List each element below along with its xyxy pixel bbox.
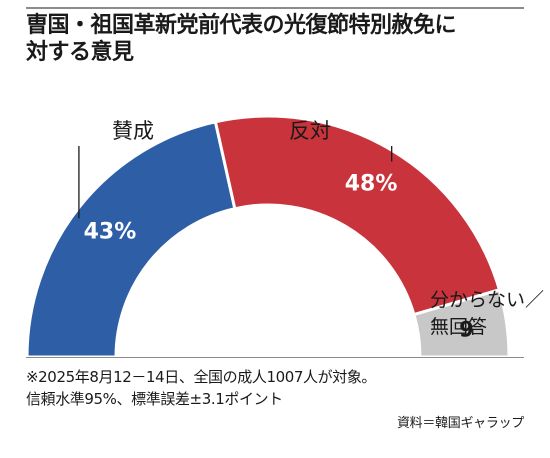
- source-credit: 資料＝韓国ギャラップ: [396, 416, 524, 431]
- slice-1: [213, 114, 502, 317]
- slice-0: [25, 120, 237, 359]
- title-line-1: 曺国・祖国革新党前代表の光復節特別赦免に: [26, 13, 457, 38]
- category-label-2: 分からない／無回答: [430, 289, 544, 338]
- top-rule: [26, 7, 524, 9]
- note-line-1: ※2025年8月12－14日、全国の成人1007人が対象。: [26, 368, 377, 386]
- note-line-2: 信頼水準95%、標準誤差±3.1ポイント: [26, 390, 283, 408]
- chart-title: 曺国・祖国革新党前代表の光復節特別赦免に 対する意見: [26, 12, 536, 66]
- category-label-0: 賛成: [112, 119, 154, 143]
- value-label-1: 48%: [345, 172, 398, 197]
- title-line-2: 対する意見: [26, 40, 134, 65]
- value-label-2: 9: [459, 318, 474, 342]
- survey-note: ※2025年8月12－14日、全国の成人1007人が対象。 信頼水準95%、標準…: [26, 366, 526, 410]
- baseline: [26, 357, 524, 358]
- category-label-1: 反対: [289, 119, 331, 143]
- value-label-0: 43%: [84, 219, 137, 244]
